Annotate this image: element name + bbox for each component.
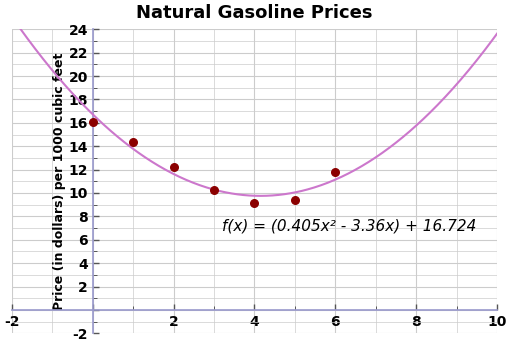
- Point: [331, 170, 340, 175]
- Text: f(x) = (0.405x² - 3.36x) + 16.724: f(x) = (0.405x² - 3.36x) + 16.724: [222, 218, 477, 234]
- Point: [170, 164, 178, 169]
- Point: [129, 139, 138, 144]
- Point: [291, 197, 299, 203]
- Point: [89, 119, 97, 125]
- Point: [250, 200, 259, 206]
- Point: [210, 187, 218, 192]
- Title: Natural Gasoline Prices: Natural Gasoline Prices: [136, 4, 373, 22]
- Y-axis label: Price (in dollars) per 1000 cubic feet: Price (in dollars) per 1000 cubic feet: [52, 53, 66, 310]
